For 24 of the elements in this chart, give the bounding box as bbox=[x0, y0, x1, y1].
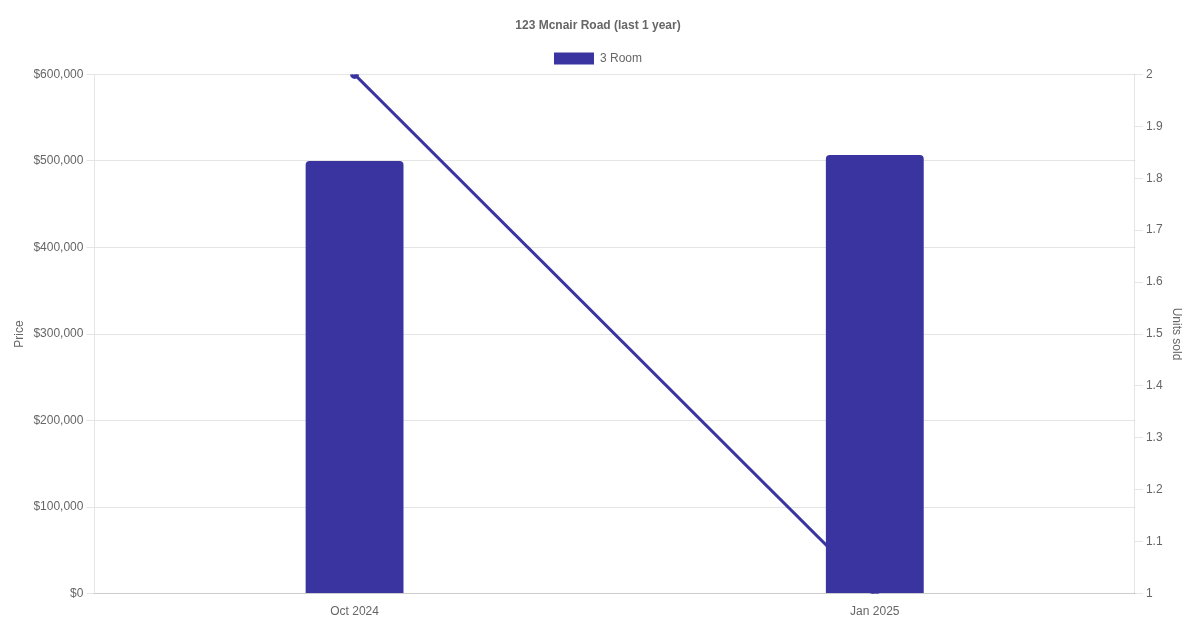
y2-tick-label: 1.7 bbox=[1145, 222, 1163, 237]
y2-tick-label: 1.1 bbox=[1145, 533, 1163, 548]
x-tick-label: Jan 2025 bbox=[850, 604, 900, 619]
y2-tick-label: 1.6 bbox=[1145, 274, 1163, 289]
y-tick-label: $100,000 bbox=[33, 499, 84, 514]
legend-label: 3 Room bbox=[599, 50, 643, 65]
chart-title: 123 Mcnair Road (last 1 year) bbox=[515, 17, 681, 32]
y2-tick-label: 1.9 bbox=[1145, 118, 1163, 133]
y-axis-title: Price bbox=[11, 320, 26, 348]
y2-tick-label: 1.5 bbox=[1145, 326, 1163, 341]
y2-axis-title: Units sold bbox=[1170, 307, 1185, 361]
y-tick-label: $200,000 bbox=[33, 412, 84, 427]
y-tick-label: $0 bbox=[70, 585, 84, 600]
y2-tick-label: 2 bbox=[1145, 66, 1153, 81]
y2-tick-label: 1.4 bbox=[1145, 378, 1163, 393]
x-tick-label: Oct 2024 bbox=[330, 604, 380, 619]
y2-tick-label: 1.2 bbox=[1145, 482, 1163, 497]
y2-tick-label: 1 bbox=[1145, 585, 1153, 600]
y-tick-label: $300,000 bbox=[33, 326, 84, 341]
y-tick-label: $500,000 bbox=[33, 153, 84, 168]
y-tick-label: $600,000 bbox=[33, 66, 84, 81]
y2-tick-label: 1.8 bbox=[1145, 170, 1163, 185]
y-tick-label: $400,000 bbox=[33, 239, 84, 254]
y2-tick-label: 1.3 bbox=[1145, 430, 1163, 445]
